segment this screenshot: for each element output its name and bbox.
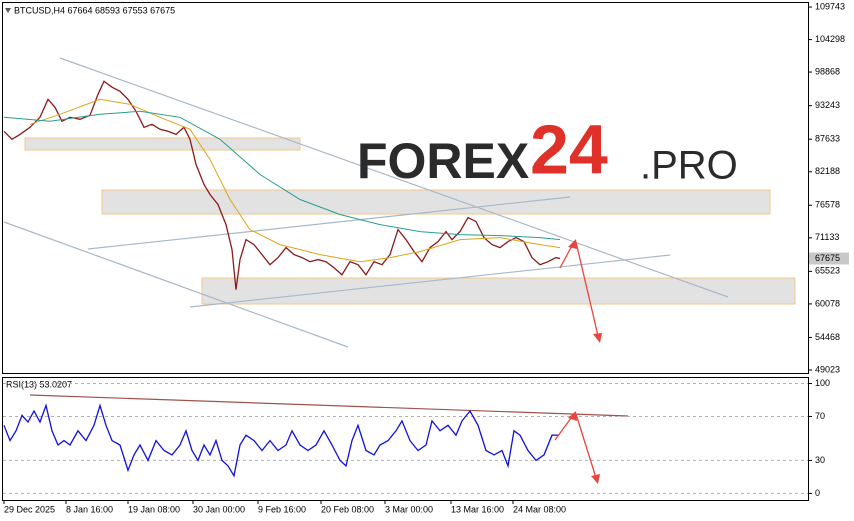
x-tick-label: 8 Jan 16:00 xyxy=(66,504,113,514)
y-tick-label: 54468 xyxy=(815,332,840,342)
y-tick-label: 49023 xyxy=(815,364,840,374)
price-panel xyxy=(2,2,809,374)
watermark-text: FOREX xyxy=(357,133,529,189)
y-tick-label: 65523 xyxy=(815,266,840,276)
forecast-arrows xyxy=(554,239,602,484)
y-tick-label: 82188 xyxy=(815,166,840,176)
trendline xyxy=(189,254,671,308)
series-line xyxy=(3,110,561,241)
y-tick-label: 60078 xyxy=(815,298,840,308)
arrow-head xyxy=(568,411,577,421)
y-tick-label: 30 xyxy=(815,455,825,465)
watermark: FOREX 24 .PRO xyxy=(357,110,738,189)
y-tick-label: 76578 xyxy=(815,200,840,210)
chart-title: BTCUSD,H4 67664 68593 67553 67675 xyxy=(14,5,175,15)
x-tick-label: 30 Jan 00:00 xyxy=(193,504,245,514)
arrow xyxy=(575,241,600,341)
series-line xyxy=(3,403,559,478)
arrow-head xyxy=(593,333,602,343)
arrow xyxy=(575,413,598,482)
y-tick-label: 70 xyxy=(815,411,825,421)
price-label: 67675 xyxy=(815,253,840,263)
y-tick-label: 98868 xyxy=(815,66,840,76)
zone xyxy=(24,137,301,151)
y-tick-label: 87633 xyxy=(815,134,840,144)
y-tick-label: 93243 xyxy=(815,100,840,110)
watermark-text: .PRO xyxy=(640,144,738,188)
x-tick-label: 20 Feb 08:00 xyxy=(321,504,374,514)
series-line xyxy=(29,98,561,263)
series-line xyxy=(3,80,561,290)
arrow-head xyxy=(591,474,600,484)
price-label-box xyxy=(809,252,849,265)
x-tick-label: 19 Jan 08:00 xyxy=(128,504,180,514)
x-tick-label: 3 Mar 00:00 xyxy=(385,504,433,514)
arrow-head xyxy=(568,239,577,249)
y-tick-label: 71133 xyxy=(815,232,839,242)
rsi-title: RSI(13) 53.0207 xyxy=(6,379,72,389)
x-tick-label: 24 Mar 08:00 xyxy=(513,504,566,514)
x-tick-label: 13 Mar 16:00 xyxy=(451,504,504,514)
y-tick-label: 104298 xyxy=(815,34,845,44)
zone xyxy=(201,277,796,305)
trendline xyxy=(59,57,729,298)
x-tick-label: 29 Dec 2025 xyxy=(4,504,55,514)
rsi-trendline xyxy=(29,394,629,417)
trendline xyxy=(3,221,349,348)
trendline xyxy=(87,196,571,250)
y-tick-label: 109743 xyxy=(815,1,845,11)
x-tick-label: 9 Feb 16:00 xyxy=(258,504,306,514)
y-tick-label: 0 xyxy=(815,488,820,498)
zone xyxy=(101,189,771,215)
watermark-text: 24 xyxy=(530,110,608,188)
rsi-panel xyxy=(2,377,809,501)
y-tick-label: 100 xyxy=(815,378,830,388)
symbol-icon xyxy=(5,8,11,13)
